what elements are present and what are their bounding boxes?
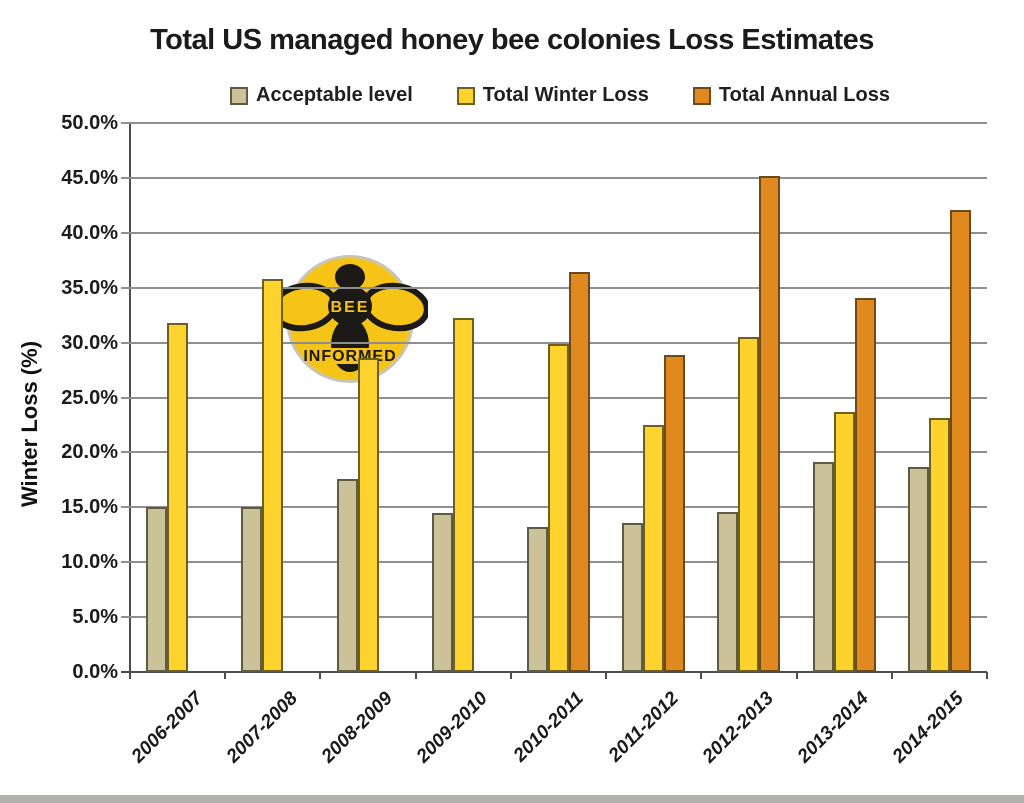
- x-category-label: 2012-2013: [698, 688, 778, 768]
- bar-total-annual-loss: [949, 209, 971, 672]
- bar-total-annual-loss: [854, 297, 876, 672]
- bar-group: [606, 123, 701, 672]
- x-category-label: 2013-2014: [793, 688, 874, 768]
- y-tick-label: 50.0%: [61, 112, 118, 134]
- bar-total-winter-loss: [643, 424, 665, 672]
- bar-total-winter-loss: [262, 278, 284, 672]
- bar-group: [701, 123, 796, 672]
- y-tick-label: 10.0%: [61, 551, 118, 574]
- bar-group: [797, 123, 892, 672]
- x-tick-mark: [129, 672, 131, 679]
- y-tick-label: 45.0%: [61, 166, 118, 189]
- bar-group: [416, 123, 511, 672]
- bar-acceptable-level: [241, 507, 263, 672]
- legend-label: Total Winter Loss: [482, 84, 649, 106]
- legend-label: Acceptable level: [256, 84, 413, 106]
- gridline: [121, 176, 987, 179]
- logo-text-bee: BEE: [331, 299, 370, 316]
- x-category-label: 2011-2012: [604, 688, 683, 767]
- bar-acceptable-level: [622, 522, 644, 672]
- bar-total-winter-loss: [833, 411, 855, 672]
- bar-total-winter-loss: [452, 318, 474, 672]
- plot-area: BEE INFORMED: [121, 122, 988, 679]
- x-category-label: 2008-2009: [317, 688, 397, 768]
- x-tick-mark: [509, 672, 512, 679]
- y-tick-label: 30.0%: [61, 331, 118, 354]
- legend-swatch-icon: [230, 86, 248, 105]
- x-category-label: 2014-2015: [889, 688, 969, 768]
- bar-total-winter-loss: [167, 322, 189, 672]
- legend-swatch-icon: [692, 86, 711, 105]
- legend-item: Total Winter Loss: [456, 84, 649, 107]
- y-tick-label: 40.0%: [61, 221, 118, 244]
- x-category-label: 2009-2010: [413, 688, 493, 768]
- bee-head: [335, 264, 365, 290]
- y-tick-label: 15.0%: [61, 496, 118, 519]
- bar-acceptable-level: [146, 507, 168, 672]
- gridline: [121, 122, 987, 124]
- bar-total-winter-loss: [357, 357, 379, 672]
- bar-group: [130, 123, 225, 672]
- legend: Acceptable level Total Winter Loss Total A…: [130, 84, 990, 107]
- bar-total-winter-loss: [928, 418, 950, 672]
- y-axis-title: Winter Loss (%): [17, 340, 42, 508]
- legend-item: Total Annual Loss: [692, 84, 890, 107]
- bar-total-annual-loss: [568, 272, 590, 672]
- gridline: [121, 231, 987, 234]
- legend-swatch-icon: [456, 86, 475, 105]
- bar-total-annual-loss: [759, 175, 781, 672]
- bar-total-winter-loss: [547, 343, 569, 672]
- x-tick-mark: [890, 672, 893, 679]
- gridline: [121, 286, 987, 289]
- x-tick-mark: [605, 672, 608, 679]
- bottom-strip: [0, 795, 1024, 803]
- bar-acceptable-level: [907, 466, 929, 672]
- y-tick-label: 25.0%: [61, 386, 118, 409]
- x-category-label: 2007-2008: [222, 688, 302, 768]
- chart-title: Total US managed honey bee colonies Loss…: [150, 24, 874, 56]
- bar-group: [320, 123, 415, 672]
- y-tick-label: 0.0%: [72, 661, 118, 683]
- bar-group: [225, 123, 320, 672]
- bar-group: [511, 123, 606, 672]
- x-category-label: 2010-2011: [509, 688, 588, 767]
- bar-acceptable-level: [431, 512, 453, 672]
- bar-group: [892, 123, 987, 672]
- x-tick-mark: [319, 672, 322, 679]
- y-tick-label: 20.0%: [61, 441, 118, 464]
- y-tick-label: 5.0%: [72, 606, 118, 629]
- bar-total-winter-loss: [738, 337, 760, 672]
- x-tick-mark: [224, 672, 227, 679]
- legend-label: Total Annual Loss: [718, 84, 890, 106]
- bar-acceptable-level: [812, 462, 834, 672]
- x-axis-line: [121, 671, 987, 673]
- bar-acceptable-level: [526, 527, 548, 672]
- x-tick-mark: [986, 672, 988, 679]
- x-tick-mark: [700, 672, 703, 679]
- legend-item: Acceptable level: [230, 84, 413, 107]
- y-tick-label: 35.0%: [61, 276, 118, 299]
- x-tick-mark: [795, 672, 798, 679]
- bar-acceptable-level: [336, 478, 358, 672]
- x-category-label: 2006-2007: [127, 688, 207, 768]
- bee-thorax: [328, 286, 372, 326]
- bar-acceptable-level: [717, 511, 739, 672]
- bar-total-annual-loss: [664, 354, 686, 672]
- x-tick-mark: [414, 672, 417, 679]
- gridline: [121, 341, 987, 344]
